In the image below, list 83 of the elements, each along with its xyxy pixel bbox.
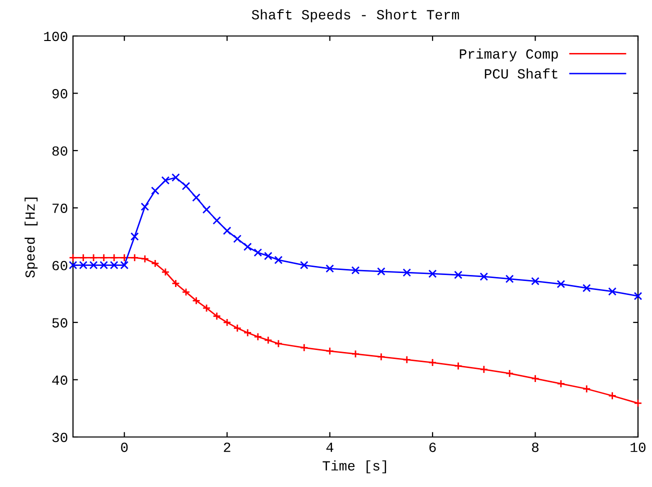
point xyxy=(454,270,462,280)
point xyxy=(454,362,462,370)
point xyxy=(243,328,252,337)
point xyxy=(505,274,514,284)
point xyxy=(556,280,566,288)
point xyxy=(172,173,180,182)
point xyxy=(202,304,211,312)
point xyxy=(140,254,150,264)
y-tick-label: 50 xyxy=(52,318,68,328)
x-tick-label: 6 xyxy=(429,442,436,452)
point xyxy=(300,343,308,352)
point xyxy=(120,254,129,262)
point xyxy=(151,186,160,195)
point xyxy=(274,256,283,264)
point xyxy=(377,352,386,361)
legend-label: PCU Shaft xyxy=(484,68,558,79)
legend-label: Primary Comp xyxy=(460,48,558,62)
point xyxy=(233,324,242,332)
point xyxy=(428,270,437,278)
point xyxy=(634,399,642,408)
point xyxy=(480,365,488,374)
point xyxy=(172,279,180,288)
point xyxy=(326,264,334,273)
point xyxy=(89,254,98,262)
point xyxy=(582,384,591,394)
point xyxy=(505,369,514,378)
point xyxy=(634,292,642,300)
point xyxy=(68,254,78,262)
point xyxy=(222,318,232,327)
point xyxy=(100,254,108,262)
point xyxy=(326,346,334,356)
point xyxy=(300,260,308,270)
point xyxy=(140,202,150,211)
x-axis-title: Time [s] xyxy=(322,460,386,474)
y-tick-label: 60 xyxy=(52,260,68,270)
point xyxy=(110,254,118,262)
point xyxy=(264,252,272,260)
point xyxy=(556,380,566,388)
point xyxy=(608,392,616,400)
point xyxy=(582,284,591,292)
point xyxy=(402,268,412,277)
x-tick-label: 10 xyxy=(630,442,646,452)
point xyxy=(402,355,412,364)
x-tick-label: 8 xyxy=(532,442,539,452)
point xyxy=(608,287,616,296)
y-tick-label: 40 xyxy=(52,375,68,385)
point xyxy=(480,272,488,281)
point xyxy=(202,205,211,214)
point xyxy=(212,312,221,320)
chart-title: Shaft Speeds - Short Term xyxy=(252,9,459,22)
point xyxy=(161,176,170,185)
point xyxy=(192,296,200,305)
point xyxy=(264,336,272,344)
point xyxy=(161,268,170,276)
point xyxy=(182,182,190,190)
point xyxy=(377,267,386,276)
point xyxy=(531,374,540,383)
point xyxy=(79,254,88,262)
point xyxy=(243,242,252,251)
point xyxy=(212,216,221,225)
y-tick-label: 100 xyxy=(44,32,68,42)
y-tick-label: 30 xyxy=(52,432,68,442)
point xyxy=(130,254,139,262)
point xyxy=(351,266,360,274)
point xyxy=(531,277,540,286)
y-tick-label: 70 xyxy=(52,204,68,214)
y-axis-title: Speed [Hz] xyxy=(24,198,38,278)
point xyxy=(254,332,262,341)
point xyxy=(182,288,190,296)
point xyxy=(254,248,262,257)
point xyxy=(192,193,200,202)
point xyxy=(233,234,242,243)
y-tick-label: 80 xyxy=(52,146,68,156)
point xyxy=(151,259,160,268)
point xyxy=(222,226,232,235)
point xyxy=(274,339,283,348)
x-tick-label: 4 xyxy=(326,442,334,452)
y-tick-label: 90 xyxy=(52,89,68,98)
point xyxy=(351,350,360,358)
x-tick-label: 0 xyxy=(121,442,128,452)
x-tick-label: 2 xyxy=(224,442,230,452)
point xyxy=(130,232,139,241)
point xyxy=(428,358,437,367)
